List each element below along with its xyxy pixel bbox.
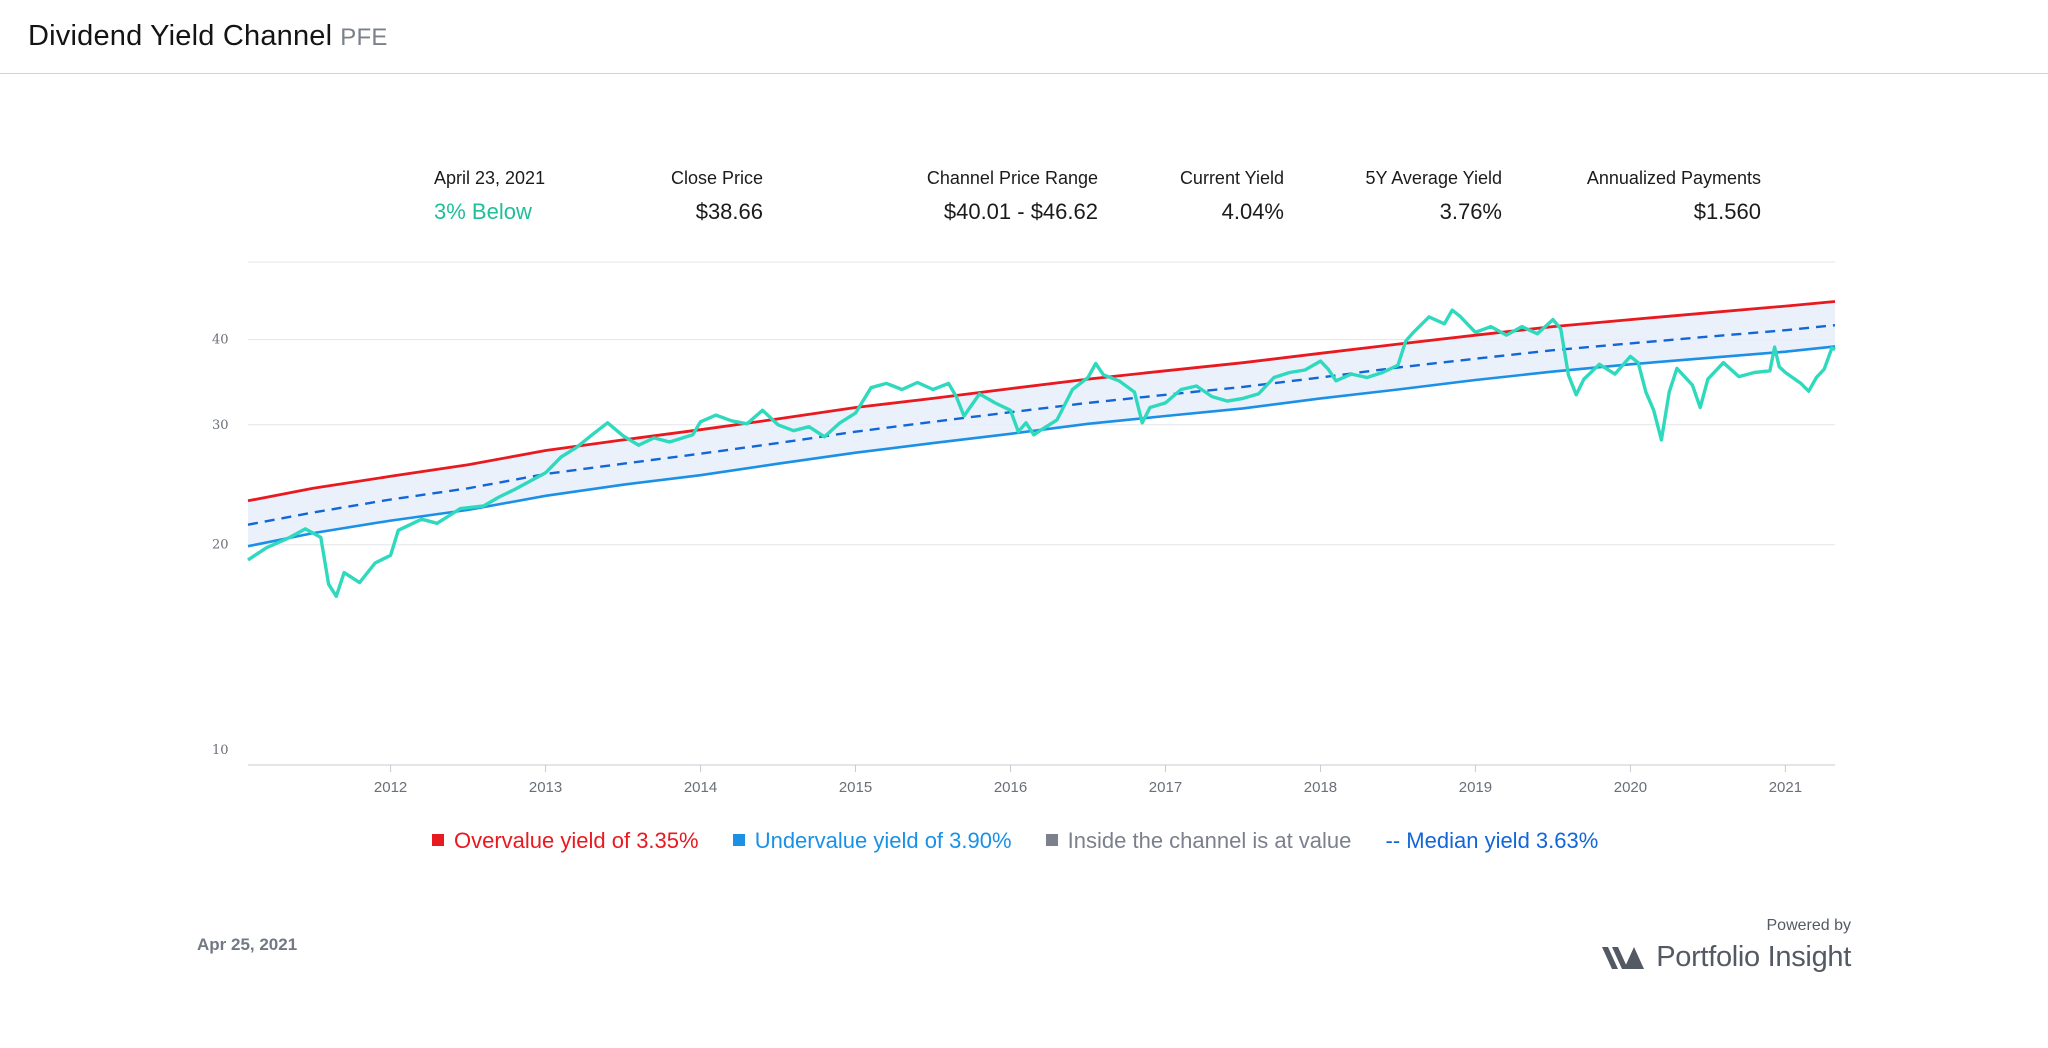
stat-current-yield-value: 4.04% bbox=[1221, 199, 1284, 224]
median-line bbox=[247, 324, 1836, 526]
stat-date-label: April 23, 2021 bbox=[434, 168, 546, 188]
legend-median-label: -- Median yield 3.63% bbox=[1385, 828, 1599, 853]
x-axis-ticks: 2012 2013 2014 2015 2016 2017 2018 2019 2020 2021 bbox=[374, 765, 1802, 796]
y-tick-label: 10 bbox=[212, 743, 229, 758]
legend-undervalue-label: Undervalue yield of 3.90% bbox=[754, 828, 1012, 853]
x-tick-label: 2018 bbox=[1304, 779, 1337, 796]
stat-avg-yield: 5Y Average Yield 3.76% bbox=[1366, 168, 1502, 225]
stat-date: April 23, 2021 3% Below bbox=[434, 168, 545, 225]
undervalue-line bbox=[247, 345, 1836, 548]
x-tick-label: 2015 bbox=[839, 779, 872, 796]
powered-by-label: Powered by bbox=[1766, 917, 1852, 934]
page-title: Dividend Yield Channel PFE bbox=[28, 20, 388, 52]
stat-close-label: Close Price bbox=[670, 168, 763, 188]
inside-swatch-icon bbox=[1045, 834, 1058, 846]
undervalue-swatch-icon bbox=[732, 834, 745, 846]
stat-current-yield: Current Yield 4.04% bbox=[1180, 168, 1284, 225]
stat-close: Close Price $38.66 bbox=[671, 168, 763, 225]
x-tick-label: 2019 bbox=[1459, 779, 1492, 796]
legend-inside-label: Inside the channel is at value bbox=[1067, 828, 1352, 853]
x-tick-label: 2013 bbox=[529, 779, 562, 796]
ticker-symbol: PFE bbox=[340, 24, 388, 51]
y-tick-label: 40 bbox=[212, 333, 229, 348]
powered-by-block[interactable]: Powered by Portfolio Insight bbox=[1602, 917, 1851, 974]
brand-name: Portfolio Insight bbox=[1656, 941, 1851, 973]
overvalue-line bbox=[247, 300, 1836, 503]
stat-range: Channel Price Range $40.01 - $46.62 bbox=[927, 168, 1098, 225]
stat-close-value: $38.66 bbox=[695, 199, 763, 224]
x-tick-label: 2020 bbox=[1614, 779, 1647, 796]
header: Dividend Yield Channel PFE bbox=[0, 0, 2048, 74]
stat-payments-value: $1.560 bbox=[1693, 199, 1761, 224]
x-tick-label: 2017 bbox=[1149, 779, 1182, 796]
x-tick-label: 2014 bbox=[684, 779, 717, 796]
x-tick-label: 2012 bbox=[374, 779, 407, 796]
stat-range-label: Channel Price Range bbox=[926, 168, 1098, 188]
legend-overvalue[interactable]: Overvalue yield of 3.35% bbox=[432, 828, 699, 854]
stat-payments: Annualized Payments $1.560 bbox=[1587, 168, 1761, 225]
y-axis-ticks: 10 20 30 40 bbox=[212, 333, 229, 758]
legend-median[interactable]: -- Median yield 3.63% bbox=[1386, 828, 1599, 854]
x-tick-label: 2016 bbox=[994, 779, 1027, 796]
stat-avg-yield-label: 5Y Average Yield bbox=[1365, 168, 1502, 188]
legend-undervalue[interactable]: Undervalue yield of 3.90% bbox=[732, 828, 1012, 854]
stat-payments-label: Annualized Payments bbox=[1586, 168, 1761, 188]
channel-band bbox=[248, 301, 1835, 547]
close-price-line bbox=[247, 308, 1836, 598]
legend-inside[interactable]: Inside the channel is at value bbox=[1045, 828, 1352, 854]
x-tick-label: 2021 bbox=[1769, 779, 1802, 796]
overvalue-swatch-icon bbox=[432, 834, 444, 846]
footer-date: Apr 25, 2021 bbox=[197, 935, 298, 954]
stat-status-value: 3% Below bbox=[434, 199, 532, 224]
portfolio-insight-logo-icon bbox=[1602, 946, 1645, 969]
chart-legend: Overvalue yield of 3.35% Undervalue yiel… bbox=[432, 828, 1626, 858]
y-tick-label: 20 bbox=[212, 538, 229, 553]
stat-current-yield-label: Current Yield bbox=[1179, 168, 1284, 188]
y-tick-label: 30 bbox=[212, 418, 229, 433]
stats-row: April 23, 2021 3% Below Close Price $38.… bbox=[0, 168, 2048, 228]
stat-range-value: $40.01 - $46.62 bbox=[943, 199, 1098, 224]
brand: Portfolio Insight bbox=[1602, 941, 1851, 974]
stat-avg-yield-value: 3.76% bbox=[1439, 199, 1502, 224]
legend-overvalue-label: Overvalue yield of 3.35% bbox=[454, 828, 699, 853]
chart-series bbox=[247, 300, 1836, 598]
